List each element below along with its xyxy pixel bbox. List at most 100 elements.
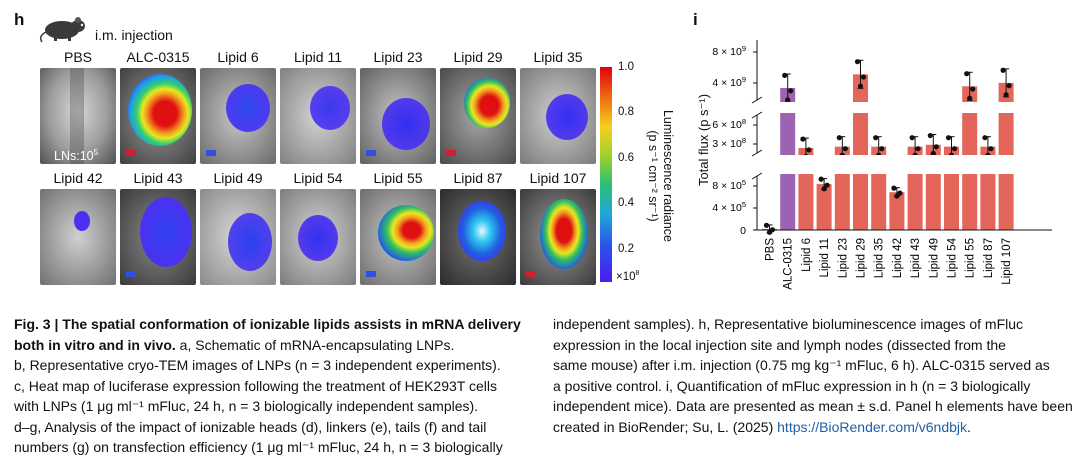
caption-line: independent mice). Data are presented as… xyxy=(553,398,1073,414)
data-point xyxy=(800,136,806,142)
data-point xyxy=(988,146,994,152)
data-point xyxy=(824,182,830,188)
tile-label: Lipid 11 xyxy=(293,49,342,65)
panel-h-letter: h xyxy=(14,10,25,29)
image-tile-lipid35 xyxy=(520,68,596,164)
image-tile-lipid23 xyxy=(360,68,436,164)
image-tile-pbs xyxy=(40,68,116,164)
x-tick-label: Lipid 29 xyxy=(856,238,868,278)
data-point xyxy=(1003,92,1009,98)
y-tick-label: 3 × 108 xyxy=(712,136,746,150)
caption-left: Fig. 3 | The spatial conformation of ion… xyxy=(14,314,544,458)
colorbar-tick: 0.8 xyxy=(618,106,634,118)
tile-label: Lipid 23 xyxy=(373,49,423,65)
x-tick-label: Lipid 11 xyxy=(819,238,831,277)
axis-break-mark xyxy=(751,96,763,104)
data-point xyxy=(927,132,933,139)
y-tick-label: 8 × 109 xyxy=(712,44,746,58)
tile-label: ALC-0315 xyxy=(126,49,190,65)
panel-i-letter: i xyxy=(693,10,698,29)
caption-line: with LNPs (1 μg ml⁻¹ mFluc, 24 h, n = 3 … xyxy=(14,398,479,414)
y-tick-label: 0 xyxy=(740,225,746,237)
image-tile-lipid49 xyxy=(200,189,276,285)
data-point xyxy=(933,144,939,150)
axis-break-gap xyxy=(751,102,1051,113)
image-tile-lipid43 xyxy=(120,189,196,285)
data-point xyxy=(982,135,988,141)
data-point xyxy=(964,71,970,77)
image-tile-lipid107 xyxy=(520,189,596,285)
colorbar-scale: ×108 xyxy=(616,270,640,283)
colorbar-tick: 0.6 xyxy=(618,152,634,164)
y-tick-label: 4 × 109 xyxy=(712,75,746,89)
tile-label: Lipid 35 xyxy=(533,49,583,65)
caption-line: a positive control. i, Quantification of… xyxy=(553,377,1031,394)
data-point xyxy=(967,95,973,101)
image-tile-lipid6 xyxy=(200,68,276,164)
colorbar-tick: 1.0 xyxy=(618,61,634,73)
caption-line: independent samples). h, Representative … xyxy=(553,316,1024,332)
tile-label: Lipid 87 xyxy=(453,170,503,186)
x-tick-label: PBS xyxy=(765,238,777,261)
x-tick-label: Lipid 87 xyxy=(983,238,995,278)
data-point xyxy=(945,135,952,141)
x-tick-label: Lipid 23 xyxy=(837,238,849,278)
x-tick-label: Lipid 107 xyxy=(1001,238,1013,285)
caption-right: independent samples). h, Representative … xyxy=(553,314,1078,437)
data-point xyxy=(785,97,791,103)
data-point xyxy=(857,83,864,89)
injection-label: i.m. injection xyxy=(95,27,173,43)
x-tick-label: Lipid 43 xyxy=(910,238,922,278)
image-tile-lipid54 xyxy=(280,189,356,285)
bar xyxy=(853,74,868,231)
x-tick-label: ALC-0315 xyxy=(783,238,795,290)
data-point xyxy=(951,146,958,152)
caption-line: d–g, Analysis of the impact of ionizable… xyxy=(14,418,487,435)
x-tick-label: Lipid 54 xyxy=(947,237,959,278)
caption-line: a, Schematic of mRNA-encapsulating LNPs. xyxy=(175,336,455,353)
colorbar-tick: 0.4 xyxy=(618,197,634,209)
colorbar-tick: 0.2 xyxy=(618,243,634,255)
image-tile-lipid87 xyxy=(440,189,516,285)
tile-label: Lipid 29 xyxy=(453,49,503,65)
x-tick-label: Lipid 35 xyxy=(874,238,886,278)
colorbar xyxy=(600,67,612,282)
data-point xyxy=(854,59,861,65)
tile-label: Lipid 54 xyxy=(293,170,343,186)
caption-line: created in BioRender; Su, L. (2025) xyxy=(553,418,778,435)
data-point xyxy=(763,222,770,228)
data-point xyxy=(766,229,773,235)
y-axis-ticks: 8 × 109 4 × 109 6 × 108 3 × 108 8 × 105 … xyxy=(712,44,746,237)
y-tick-label: 8 × 105 xyxy=(712,178,746,192)
axis-break-mark xyxy=(751,172,763,180)
y-tick-label: 6 × 108 xyxy=(712,117,746,131)
x-tick-label: Lipid 55 xyxy=(965,238,977,278)
data-point xyxy=(842,146,848,152)
caption-line: b, Representative cryo-TEM images of LNP… xyxy=(14,357,501,373)
caption-end: . xyxy=(967,418,971,435)
x-tick-label: Lipid 6 xyxy=(801,238,813,272)
caption-line: c, Heat map of luciferase expression fol… xyxy=(14,377,497,394)
data-point xyxy=(879,146,885,152)
image-tile-lipid29 xyxy=(440,68,516,164)
bar xyxy=(889,192,905,230)
tile-label: Lipid 6 xyxy=(217,49,259,65)
data-point xyxy=(970,86,976,92)
tile-label: PBS xyxy=(63,49,92,65)
data-point xyxy=(860,74,867,80)
data-point xyxy=(1000,67,1006,73)
caption-line: expression in the local injection site a… xyxy=(553,336,1006,353)
caption-line: same mouse) after i.m. injection (0.75 m… xyxy=(553,357,1050,373)
tile-label: Lipid 42 xyxy=(53,170,103,186)
data-point xyxy=(806,147,812,153)
x-tick-label: Lipid 42 xyxy=(892,238,904,278)
x-tick-label: Lipid 49 xyxy=(928,238,940,278)
biorender-link[interactable]: https://BioRender.com/v6ndbjk xyxy=(777,418,968,435)
tile-label: Lipid 55 xyxy=(373,170,423,186)
figure-title: The spatial conformation of ionizable li… xyxy=(14,316,521,353)
image-tile-alc0315 xyxy=(120,68,196,164)
data-point xyxy=(894,193,900,199)
data-point xyxy=(836,135,842,141)
y-tick-label: 4 × 105 xyxy=(712,200,746,214)
figure-label: Fig. 3 | xyxy=(14,316,59,332)
